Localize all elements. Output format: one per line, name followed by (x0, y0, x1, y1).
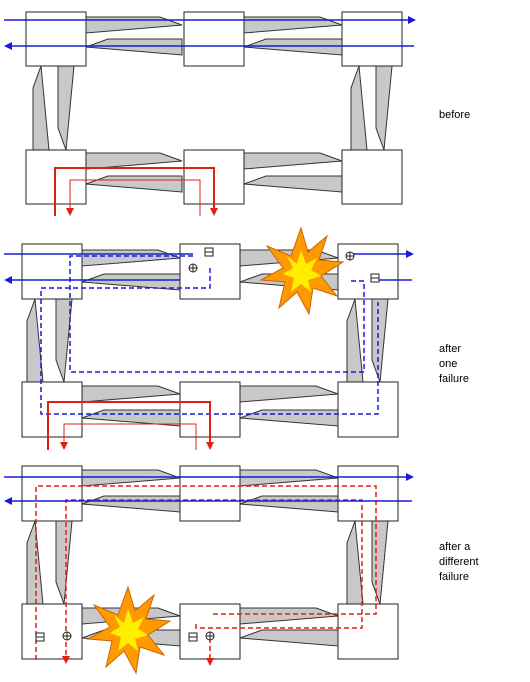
caption-line: different (439, 556, 479, 568)
failure-explosion-icon (259, 226, 345, 316)
nodes-after-different (21, 465, 399, 660)
panel-after-different-failure (4, 465, 414, 675)
caption-after-one-failure: after one failure (439, 342, 469, 387)
panel-before (4, 11, 416, 216)
red-protection-after-different (35, 485, 377, 666)
panel-after-one-failure (4, 226, 414, 450)
caption-line: before (439, 109, 471, 121)
caption-line: after (439, 343, 462, 355)
blue-protection-after-one (40, 255, 379, 415)
caption-before: before (439, 108, 470, 123)
caption-line: failure (439, 571, 469, 583)
failure-explosion-icon (86, 585, 172, 675)
caption-after-different-failure: after a different failure (439, 540, 479, 585)
caption-line: failure (439, 373, 469, 385)
caption-line: after a (439, 541, 471, 553)
blue-paths-after-different (4, 473, 414, 505)
blue-paths-before (4, 16, 416, 50)
red-paths-after-one (47, 401, 214, 450)
caption-line: one (439, 358, 458, 370)
blue-paths-after-one (4, 250, 414, 284)
switch-symbols-after-different (35, 631, 215, 642)
red-paths-before (54, 167, 218, 216)
switch-symbols-after-one (188, 247, 380, 283)
